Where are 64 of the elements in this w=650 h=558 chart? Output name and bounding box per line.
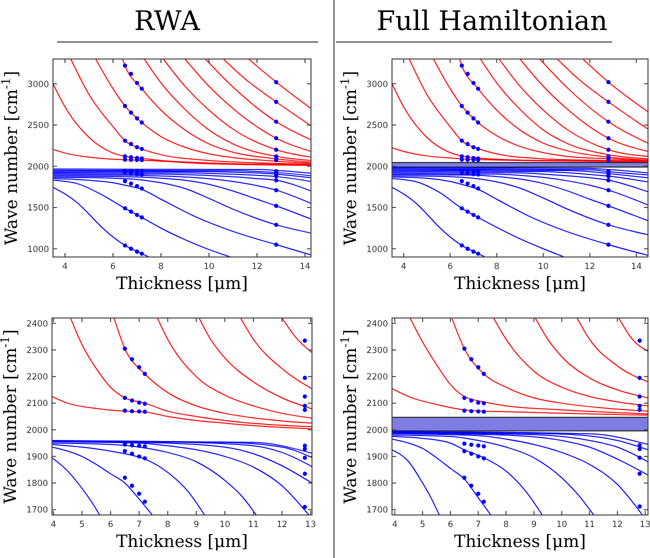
x-tick-label: 9 [194, 520, 199, 530]
x-tick-label: 11 [248, 520, 259, 530]
y-tick-label: 2000 [26, 426, 48, 436]
x-tick-label: 10 [219, 520, 230, 530]
y-tick-label: 2400 [366, 319, 388, 330]
y-tick-label: 1800 [26, 479, 48, 490]
x-tick-label: 12 [276, 520, 288, 530]
x-tick-label: 14 [300, 262, 310, 272]
x-tick-label: 9 [531, 520, 537, 530]
x-axis-title: Thickness [μm] [454, 274, 586, 294]
y-tick-label: 2500 [27, 121, 49, 131]
x-tick-label: 12 [612, 520, 623, 530]
y-tick-label: 1000 [27, 244, 49, 255]
x-tick-label: 8 [158, 262, 164, 272]
x-tick-label: 8 [165, 520, 170, 530]
x-tick-label: 10 [538, 262, 549, 272]
y-tick-label: 1800 [366, 479, 388, 490]
x-tick-label: 6 [110, 262, 116, 272]
y-tick-label: 1900 [366, 452, 388, 462]
x-tick-label: 4 [400, 262, 406, 272]
x-tick-label: 6 [448, 520, 454, 530]
x-axis-title: Thickness [μm] [116, 532, 248, 552]
x-axis-title: Thickness [μm] [116, 274, 248, 294]
y-tick-label: 2300 [26, 346, 48, 356]
x-tick-label: 6 [447, 262, 453, 272]
x-tick-label: 5 [79, 520, 85, 530]
x-tick-label: 4 [50, 520, 56, 530]
y-tick-label: 1500 [366, 204, 388, 214]
y-tick-label: 2100 [26, 399, 48, 410]
y-tick-label: 2000 [366, 162, 388, 172]
x-tick-label: 11 [584, 520, 595, 530]
y-tick-label: 1000 [366, 244, 388, 255]
x-tick-label: 12 [252, 262, 262, 272]
x-tick-label: 10 [556, 520, 568, 530]
x-tick-label: 6 [108, 520, 114, 530]
y-tick-label: 2000 [366, 426, 388, 436]
y-tick-label: 1700 [26, 506, 48, 516]
y-tick-label: 1700 [366, 506, 388, 516]
y-tick-label: 2500 [366, 121, 388, 131]
x-tick-label: 4 [62, 262, 68, 272]
x-tick-label: 14 [630, 262, 642, 272]
x-tick-label: 8 [494, 262, 500, 272]
x-tick-label: 12 [584, 262, 596, 272]
y-tick-label: 1500 [27, 204, 49, 214]
y-tick-label: 2200 [26, 372, 48, 383]
x-tick-label: 7 [476, 520, 481, 530]
x-tick-label: 7 [136, 520, 142, 530]
y-tick-label: 2300 [366, 346, 388, 356]
x-tick-label: 4 [392, 520, 398, 530]
y-tick-label: 2400 [26, 319, 48, 330]
x-tick-label: 8 [503, 520, 509, 530]
y-tick-label: 3000 [27, 80, 49, 90]
x-axis-title: Thickness [μm] [454, 532, 586, 552]
x-tick-label: 13 [640, 520, 650, 530]
y-tick-label: 2100 [366, 399, 388, 410]
y-tick-label: 2000 [27, 162, 49, 172]
chart-title: RWA [134, 6, 200, 37]
x-tick-label: 10 [204, 262, 214, 272]
chart-title: Full Hamiltonian [376, 6, 608, 37]
x-tick-label: 13 [305, 520, 316, 530]
y-tick-label: 3000 [366, 80, 388, 90]
y-tick-label: 1900 [26, 452, 48, 462]
x-tick-label: 5 [420, 520, 426, 530]
y-tick-label: 2200 [366, 372, 388, 383]
